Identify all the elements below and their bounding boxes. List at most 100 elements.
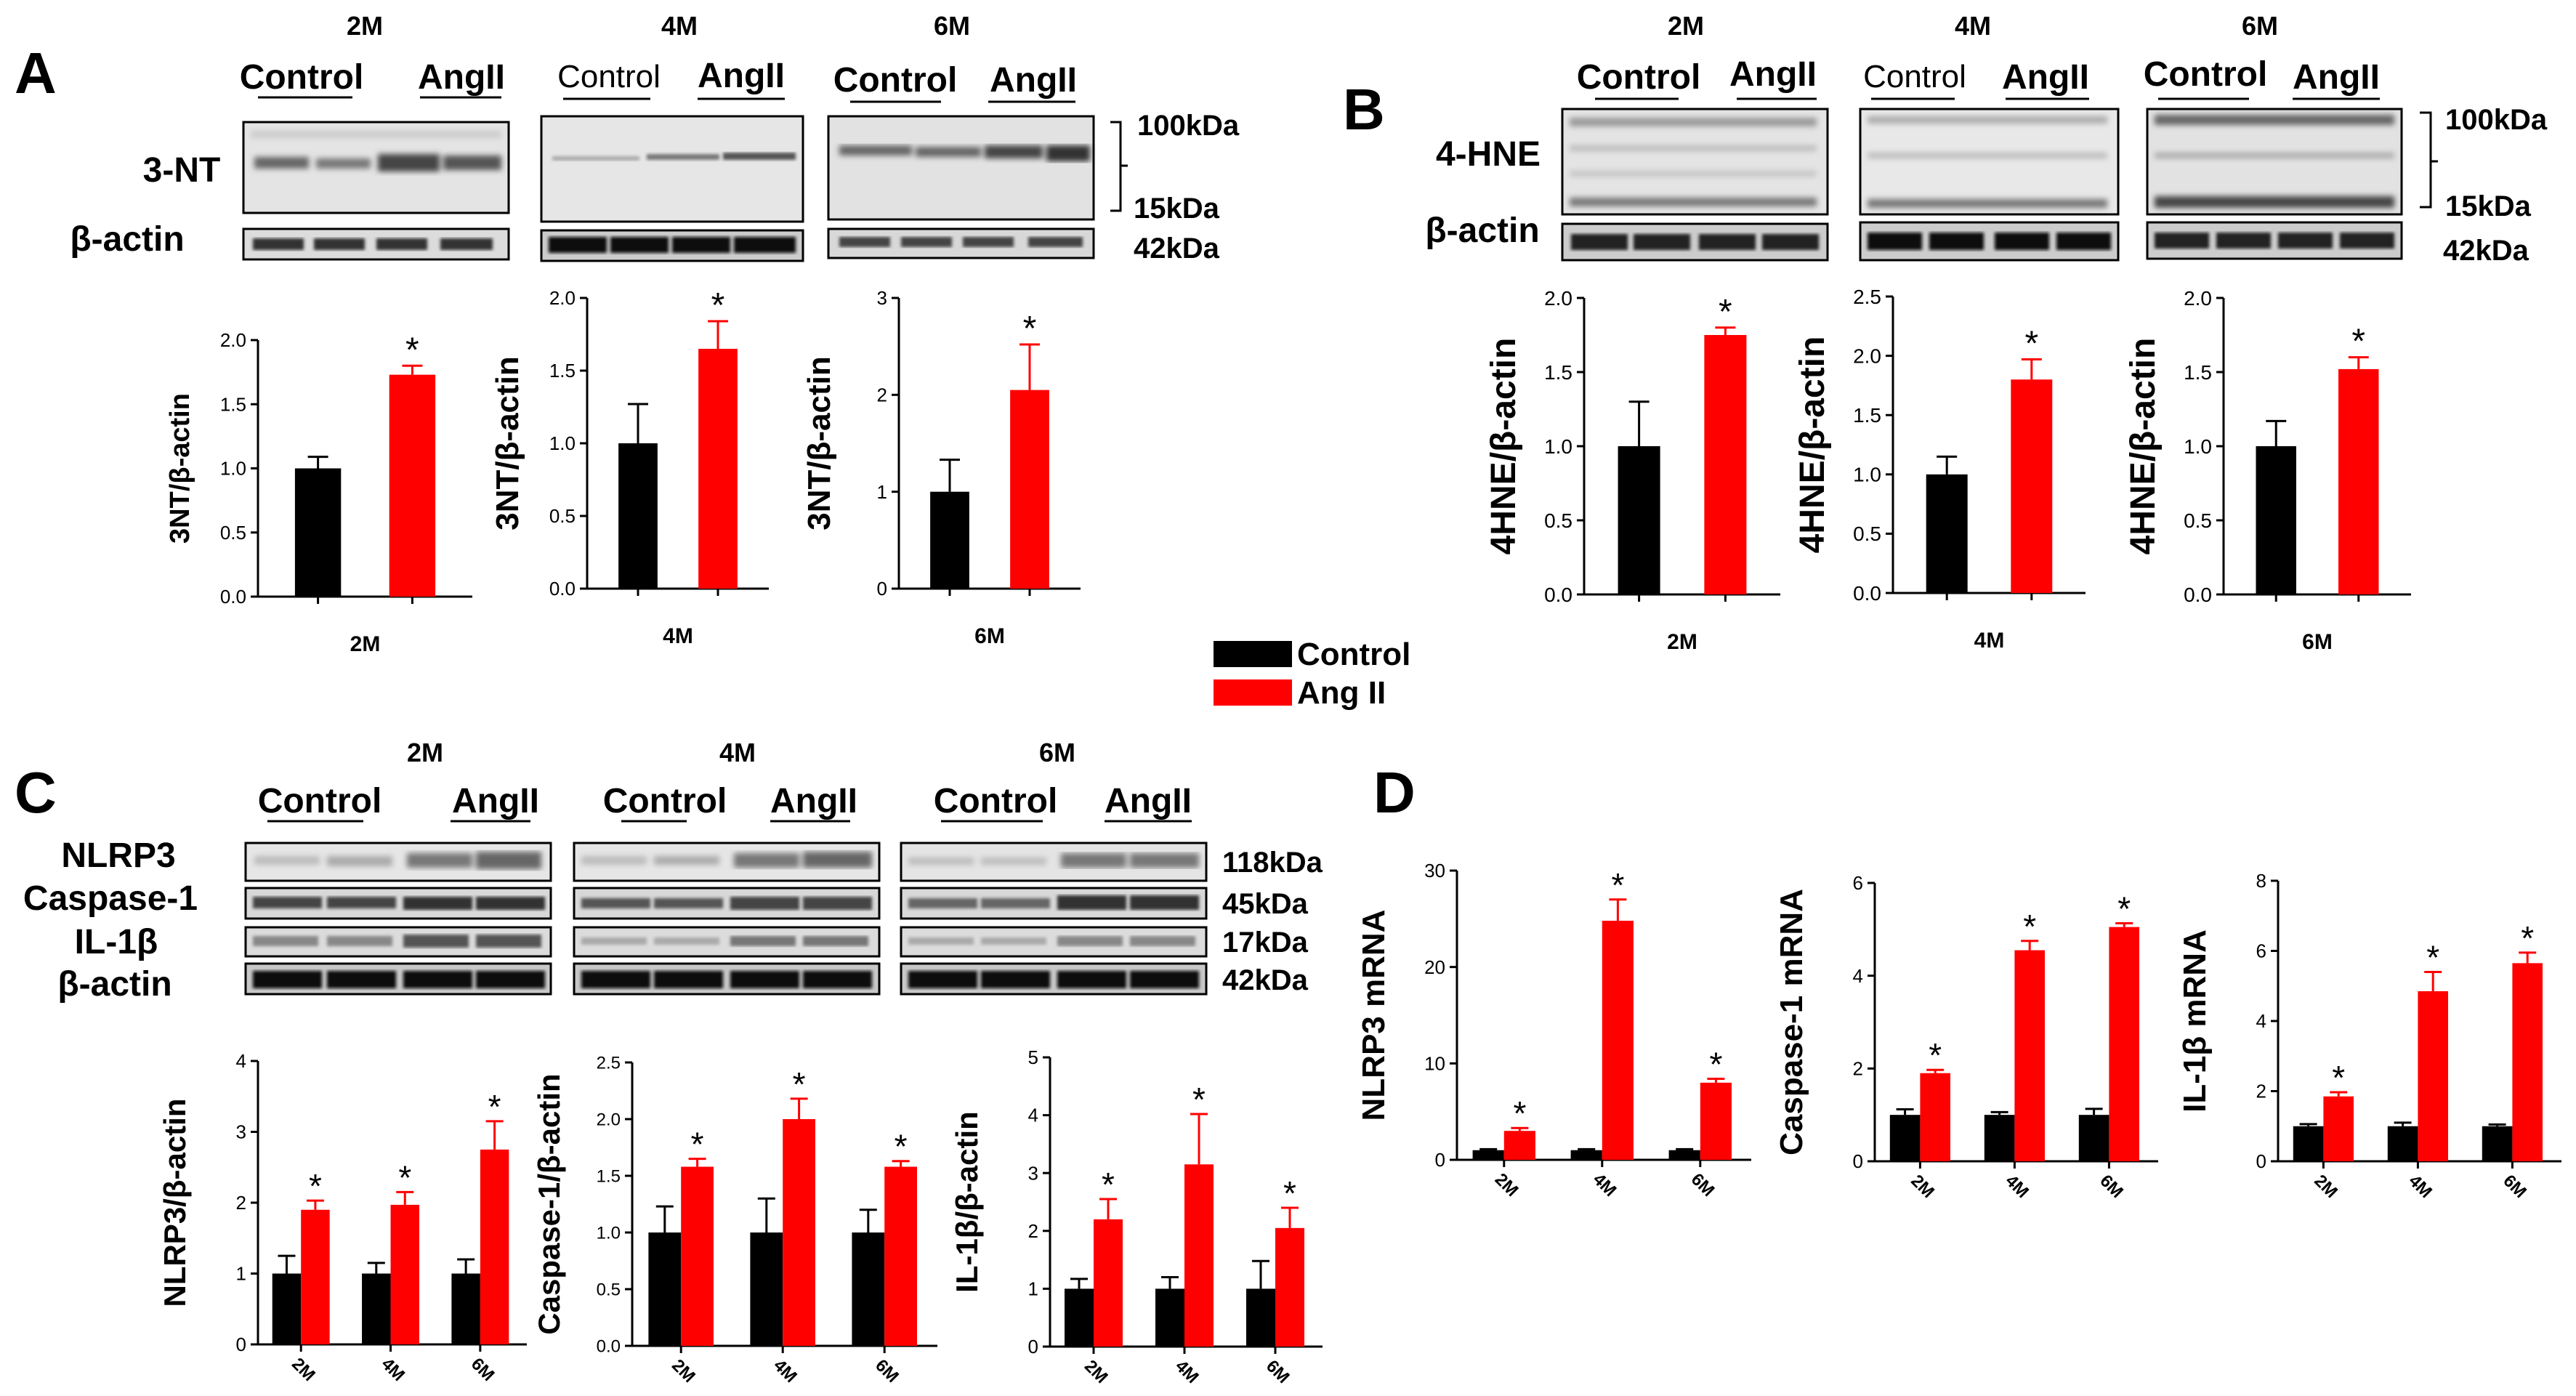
- bar-angii: [2014, 950, 2045, 1161]
- y-tick-label: 0.5: [597, 1280, 621, 1299]
- y-tick-label: 1.0: [549, 432, 576, 454]
- y-axis-label: IL-1β mRNA: [2177, 929, 2213, 1113]
- chart-d1: 0 10 20 30 NLRP3 mRNA * 2M * 4M * 6M: [1356, 860, 1751, 1201]
- a-angii-4m: AngII: [698, 57, 785, 95]
- chart-c1: 0 1 2 3 4 NLRP3/β-actin * 2M * 4M * 6M: [158, 1050, 527, 1385]
- x-axis-label: 4M: [663, 624, 693, 648]
- bar-control: [451, 1273, 480, 1344]
- y-tick-label: 2.5: [597, 1053, 621, 1073]
- y-tick-label: 0: [877, 578, 887, 600]
- x-axis-label: 6M: [2302, 630, 2333, 654]
- b-protein-label: 4-HNE: [1436, 135, 1541, 174]
- c-mw-42: 42kDa: [1222, 964, 1309, 996]
- y-tick-label: 0.0: [220, 586, 246, 608]
- panel-letter-b: B: [1343, 77, 1385, 142]
- significance-mark: *: [2521, 919, 2534, 957]
- b-mw-42: 42kDa: [2443, 235, 2529, 267]
- c-age-6m: 6M: [1039, 738, 1075, 767]
- y-tick-label: 0.5: [2184, 509, 2212, 532]
- chart-c3: 0 1 2 3 4 5 IL-1β/β-actin * 2M * 4M * 6M: [950, 1046, 1323, 1387]
- legend-swatch-control: [1214, 641, 1292, 667]
- b-age-6m: 6M: [2242, 11, 2278, 41]
- significance-mark: *: [488, 1088, 501, 1126]
- b-angii-4m: AngII: [2002, 58, 2089, 97]
- bar-control: [1984, 1115, 2015, 1161]
- x-axis-label: 6M: [974, 624, 1005, 648]
- y-tick-label: 2: [1028, 1220, 1038, 1242]
- y-tick-label: 1.0: [597, 1223, 621, 1243]
- bar-control: [362, 1273, 391, 1344]
- y-tick-label: 2.0: [549, 287, 576, 309]
- bar-control: [2078, 1115, 2109, 1161]
- bar-control: [2482, 1126, 2513, 1161]
- x-tick-label: 6M: [2499, 1171, 2530, 1202]
- chart-a3: 0 1 2 3 3NT/β-actin * 6M: [802, 287, 1081, 648]
- significance-mark: *: [2351, 323, 2365, 361]
- chart-b1: 0.0 0.5 1.0 1.5 2.0 4HNE/β-actin * 2M: [1485, 287, 1780, 654]
- a-mw-100: 100kDa: [1137, 110, 1240, 142]
- bar-control: [618, 443, 658, 589]
- bar-control: [294, 468, 342, 597]
- y-tick-label: 1.0: [220, 458, 246, 480]
- y-tick-label: 1: [1028, 1278, 1038, 1300]
- bar-control: [1570, 1150, 1602, 1160]
- chart-a1: 0.0 0.5 1.0 1.5 2.0 3NT/β-actin * 2M: [165, 329, 472, 656]
- legend-swatch-angii: [1214, 679, 1292, 706]
- significance-mark: *: [2023, 908, 2036, 945]
- significance-mark: *: [2117, 890, 2131, 928]
- significance-mark: *: [1709, 1046, 1722, 1084]
- bar-angii: [1700, 1082, 1732, 1160]
- y-tick-label: 1.5: [549, 360, 576, 382]
- significance-mark: *: [1023, 310, 1037, 348]
- panel-letter-d: D: [1373, 760, 1416, 825]
- c-actin-label: β-actin: [57, 965, 171, 1004]
- significance-mark: *: [2332, 1059, 2345, 1097]
- x-tick-label: 6M: [1687, 1169, 1719, 1201]
- y-tick-label: 0: [1435, 1149, 1445, 1171]
- bar-angii: [1920, 1073, 1950, 1161]
- y-tick-label: 10: [1424, 1052, 1445, 1074]
- x-tick-label: 2M: [1491, 1169, 1522, 1201]
- x-tick-label: 6M: [1262, 1356, 1293, 1387]
- y-tick-label: 2: [2256, 1081, 2266, 1102]
- a-mw-15: 15kDa: [1134, 193, 1220, 225]
- y-tick-label: 0: [1853, 1150, 1863, 1172]
- y-tick-label: 4: [236, 1050, 246, 1072]
- x-tick-label: 4M: [770, 1355, 801, 1387]
- bar-angii: [698, 349, 738, 589]
- bar-angii: [1704, 335, 1747, 594]
- y-tick-label: 1.5: [220, 393, 246, 415]
- bar-angii: [389, 374, 436, 597]
- c-age-2m: 2M: [407, 738, 443, 767]
- y-axis-label: 4HNE/β-actin: [1793, 336, 1832, 554]
- y-axis-label: NLRP3 mRNA: [1356, 910, 1392, 1121]
- significance-mark: *: [2426, 938, 2439, 976]
- y-tick-label: 1.0: [1853, 464, 1881, 486]
- y-tick-label: 20: [1424, 956, 1445, 978]
- bar-control: [1618, 446, 1660, 594]
- a-control-6m: Control: [833, 61, 958, 100]
- significance-mark: *: [1192, 1081, 1206, 1118]
- y-axis-label: IL-1β/β-actin: [950, 1111, 984, 1293]
- significance-mark: *: [309, 1167, 322, 1205]
- panel-b-blots: 2M 4M 6M Control AngII Control AngII Con…: [1425, 11, 2548, 267]
- bar-angii: [480, 1149, 509, 1344]
- bar-control: [1926, 474, 1968, 593]
- significance-mark: *: [1929, 1036, 1942, 1074]
- c-control-6m: Control: [934, 782, 1058, 820]
- b-actin-label: β-actin: [1425, 211, 1539, 250]
- c-control-2m: Control: [258, 782, 382, 820]
- a-angii-6m: AngII: [990, 61, 1077, 100]
- bar-control: [2256, 446, 2296, 594]
- a-mw-42: 42kDa: [1134, 233, 1220, 265]
- bar-angii: [1275, 1227, 1304, 1347]
- y-tick-label: 1.0: [2184, 435, 2212, 458]
- a-actin-label: β-actin: [70, 220, 184, 259]
- charts: 0.0 0.5 1.0 1.5 2.0 3NT/β-actin * 2M 0.0 0.5 1.0 1.…: [158, 286, 2561, 1387]
- y-tick-label: 4: [1028, 1105, 1038, 1126]
- significance-mark: *: [2024, 324, 2038, 363]
- c-mw-118: 118kDa: [1222, 847, 1323, 879]
- y-tick-label: 0.5: [220, 522, 246, 544]
- x-axis-label: 4M: [1974, 629, 2005, 653]
- b-age-4m: 4M: [1955, 11, 1991, 41]
